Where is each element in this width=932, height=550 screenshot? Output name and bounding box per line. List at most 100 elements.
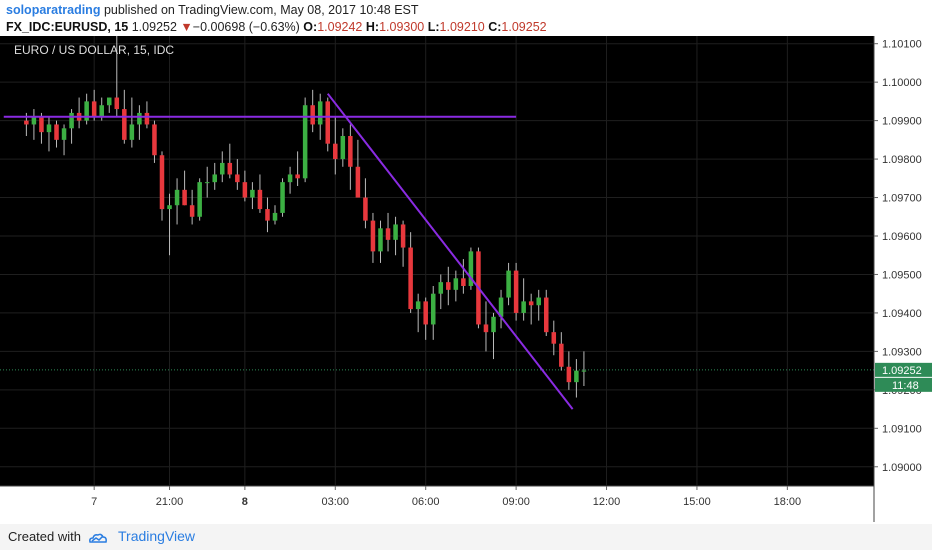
candle-down xyxy=(348,136,353,167)
candle-up xyxy=(272,212,278,221)
candle-down xyxy=(235,174,240,183)
candle-up xyxy=(280,182,285,213)
y-tick-label: 1.09500 xyxy=(882,269,922,281)
candle-down xyxy=(543,297,549,333)
candle-down xyxy=(461,278,466,286)
candle-up xyxy=(302,105,308,179)
candle-up xyxy=(31,116,37,125)
x-tick-label: 06:00 xyxy=(412,496,440,508)
published-text: published on TradingView.com, May 08, 20… xyxy=(103,3,419,17)
candle-up xyxy=(453,278,459,290)
y-tick-label: 1.09900 xyxy=(882,116,922,128)
candle-up xyxy=(220,162,225,175)
candle-down xyxy=(363,197,368,221)
candle-down xyxy=(513,270,519,313)
price-change: −0.00698 (−0.63%) xyxy=(192,20,300,34)
plot-area[interactable] xyxy=(0,36,874,486)
candle-down xyxy=(91,101,97,117)
candle-down xyxy=(423,301,428,325)
candle-up xyxy=(106,97,112,106)
candle-down xyxy=(24,120,29,125)
candle-down xyxy=(559,343,564,367)
candle-down xyxy=(144,112,150,125)
candle-up xyxy=(287,174,293,183)
candle-up xyxy=(468,251,474,286)
candle-down xyxy=(551,332,557,344)
y-axis: 1.10100 1.10000 1.09900 1.09800 1.09700 1.096… xyxy=(874,39,932,474)
tradingview-logo-icon xyxy=(89,533,107,543)
symbol-label: FX_IDC:EURUSD, 15 xyxy=(6,20,129,34)
candle-up xyxy=(340,136,346,160)
candle-down xyxy=(54,124,59,140)
candle-down xyxy=(446,282,451,290)
candle-down xyxy=(227,162,233,175)
candle-down xyxy=(325,101,331,144)
y-tick-label: 1.10000 xyxy=(882,77,922,89)
low-label: L: xyxy=(427,20,440,34)
candle-down xyxy=(528,301,534,306)
x-tick-label: 03:00 xyxy=(322,496,350,508)
candle-up xyxy=(506,270,511,298)
last-price-tag xyxy=(875,362,932,377)
candle-up xyxy=(204,182,210,184)
brand-label: TradingView xyxy=(118,528,196,544)
candle-up xyxy=(250,189,255,198)
y-tick-label: 1.09600 xyxy=(882,231,922,243)
candle-up xyxy=(197,182,202,217)
candle-up xyxy=(430,293,436,325)
candlestick-chart[interactable]: 1.10100 1.10000 1.09900 1.09800 1.09700 1.096… xyxy=(0,36,932,522)
trendlines-layer xyxy=(3,93,574,410)
candle-up xyxy=(491,316,496,333)
grid xyxy=(0,36,874,486)
high-label: H: xyxy=(365,20,380,34)
candle-up xyxy=(174,189,180,206)
close-value: 1.09252 xyxy=(501,20,547,34)
candle-down xyxy=(182,189,187,206)
x-tick-label: 18:00 xyxy=(774,496,802,508)
candle-up xyxy=(69,112,74,129)
high-value: 1.09300 xyxy=(379,20,425,34)
tradingview-brand-link[interactable]: TradingView xyxy=(88,528,195,544)
candle-down xyxy=(385,228,391,240)
x-tick-label: 15:00 xyxy=(683,496,711,508)
author-link[interactable]: soloparatrading xyxy=(6,3,101,17)
x-tick-label: 09:00 xyxy=(502,496,530,508)
candle-down xyxy=(566,366,572,383)
candle-up xyxy=(99,105,104,117)
candle-up xyxy=(581,370,587,372)
chart-header: soloparatrading published on TradingView… xyxy=(6,2,926,36)
open-value: 1.09242 xyxy=(317,20,363,34)
candle-up xyxy=(438,282,444,294)
y-tick-label: 1.09400 xyxy=(882,308,922,320)
symbol-line: FX_IDC:EURUSD, 15 1.09252 ▼−0.00698 (−0.… xyxy=(6,19,926,36)
y-tick-label: 1.09300 xyxy=(882,346,922,358)
chart-title: EURO / US DOLLAR, 15, IDC xyxy=(14,43,174,57)
y-tick-label: 1.09000 xyxy=(882,462,922,474)
footer-bar: Created with TradingView xyxy=(0,524,932,550)
candle-up xyxy=(378,228,383,252)
candle-up xyxy=(498,297,504,317)
trendline xyxy=(326,93,574,410)
candle-up xyxy=(212,174,217,183)
candle-down xyxy=(39,116,44,133)
countdown-label: 11:48 xyxy=(892,380,919,392)
y-tick-label: 1.09800 xyxy=(882,154,922,166)
candle-up xyxy=(46,124,52,133)
y-tick-label: 1.10100 xyxy=(882,39,922,51)
candle-up xyxy=(536,297,541,306)
candle-down xyxy=(122,109,127,140)
created-with-text: Created with xyxy=(8,529,81,544)
candle-up xyxy=(61,128,67,140)
countdown-tag xyxy=(875,377,932,392)
candle-down xyxy=(355,166,361,198)
candles-layer xyxy=(24,36,587,398)
low-value: 1.09210 xyxy=(439,20,485,34)
x-tick-label: 12:00 xyxy=(593,496,621,508)
last-price: 1.09252 xyxy=(131,20,177,34)
candle-up xyxy=(137,112,142,125)
candle-up xyxy=(167,205,172,210)
down-arrow-icon: ▼ xyxy=(180,20,193,34)
candle-down xyxy=(295,174,300,179)
close-label: C: xyxy=(488,20,502,34)
candle-up xyxy=(84,101,89,121)
